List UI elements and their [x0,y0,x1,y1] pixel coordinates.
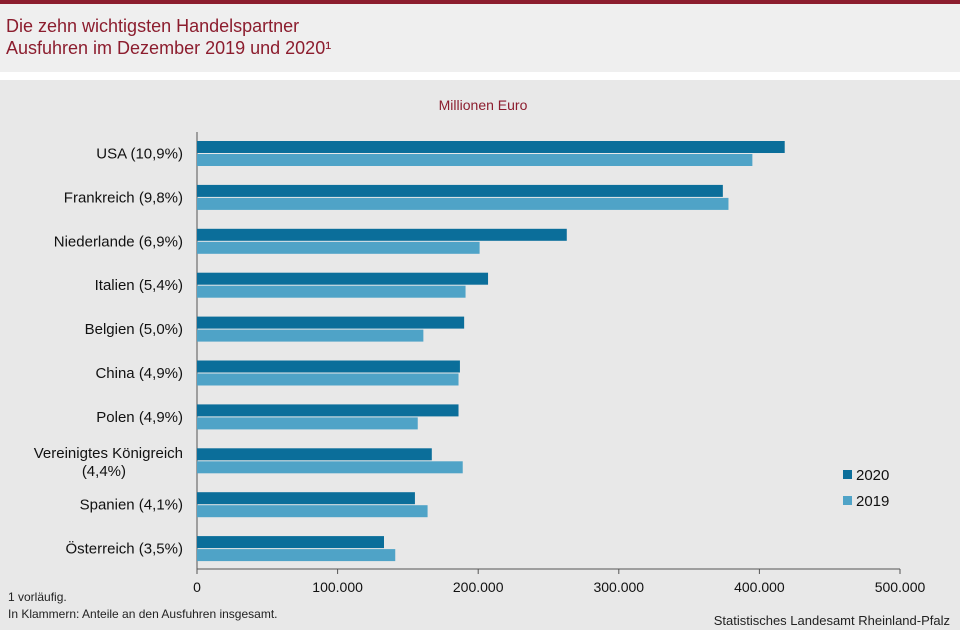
bar-2019 [197,549,396,562]
bar-2020 [197,316,465,329]
header-divider [0,72,960,80]
bar-2019 [197,417,418,430]
category-label: Niederlande (6,9%) [54,233,183,250]
bar-2020 [197,536,384,549]
bar-chart: Millionen Euro USA (10,9%) Frankreich (9,8… [34,97,926,595]
x-tick-label: 200.000 [453,579,504,595]
x-tick-label: 100.000 [312,579,363,595]
bar-2019 [197,154,753,166]
category-label: Italien (5,4%) [95,277,183,294]
bar-2020 [197,228,567,241]
unit-label: Millionen Euro [439,97,528,113]
x-tick-label: 300.000 [593,579,644,595]
bar-2020 [197,492,415,505]
bar-2019 [197,373,459,386]
footnote-shares: In Klammern: Anteile an den Ausfuhren in… [8,607,278,621]
bar-2019 [197,241,480,254]
bar-2019 [197,461,463,474]
category-label: Österreich (3,5%) [65,540,183,558]
bar-2020 [197,141,785,153]
bar-2020 [197,404,459,417]
x-tick-label: 400.000 [734,579,785,595]
bar-2020 [197,360,460,373]
chart-subtitle: Ausfuhren im Dezember 2019 und 2020¹ [6,38,332,58]
legend-label: 2019 [856,493,889,510]
top-accent-rule [0,0,960,4]
chart-title: Die zehn wichtigsten Handelspartner [6,16,300,36]
bar-2019 [197,197,729,210]
x-tick-label: 500.000 [875,579,926,595]
plot-area [0,80,960,630]
legend-swatch [843,470,852,479]
chart-header: Die zehn wichtigsten Handelspartner Ausf… [0,4,960,72]
bar-2020 [197,448,432,461]
category-label: Belgien (5,0%) [85,321,183,338]
bar-2020 [197,272,489,285]
bar-2020 [197,184,723,197]
category-label: Polen (4,9%) [96,409,183,426]
bar-2019 [197,329,424,342]
bar-2019 [197,505,428,518]
legend-swatch [843,496,852,505]
category-label: USA (10,9%) [96,146,183,163]
category-label: Vereinigtes Königreich (4,4%) [34,445,183,480]
x-tick-label: 0 [193,579,201,595]
bar-2019 [197,285,466,298]
legend-label: 2020 [856,467,889,484]
category-label: China (4,9%) [95,365,183,382]
category-label: Spanien (4,1%) [80,497,183,514]
footnote-provisional: 1 vorläufig. [8,590,67,604]
source-credit: Statistisches Landesamt Rheinland-Pfalz [713,613,950,628]
category-label: Frankreich (9,8%) [64,189,183,206]
